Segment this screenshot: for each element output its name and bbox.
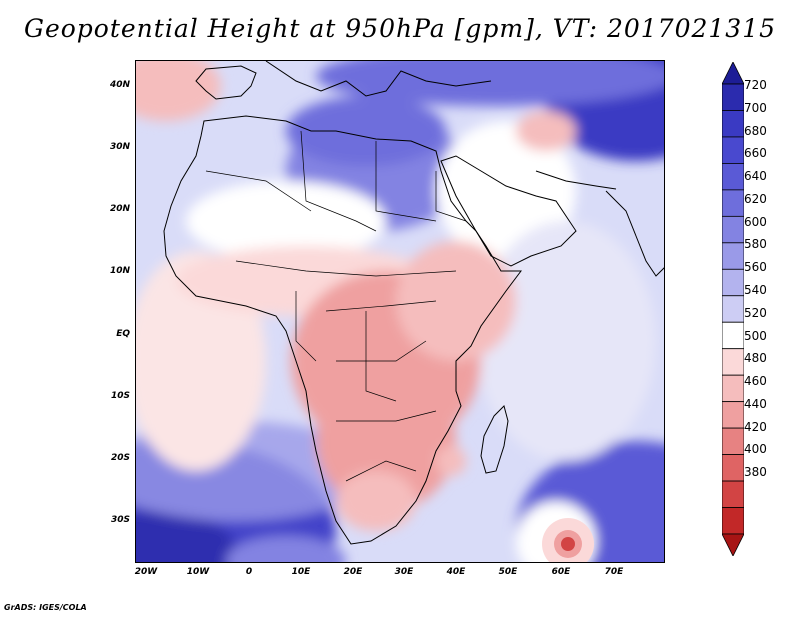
colorbar-cell bbox=[722, 295, 744, 323]
colorbar-label: 400 bbox=[744, 442, 767, 456]
colorbar-label: 620 bbox=[744, 192, 767, 206]
colorbar-label: 660 bbox=[744, 146, 767, 160]
colorbar-cell bbox=[722, 401, 744, 429]
lon-tick-20w: 20W bbox=[134, 567, 158, 577]
colorbar-label: 440 bbox=[744, 397, 767, 411]
colorbar-label: 480 bbox=[744, 351, 767, 365]
colorbar-cell bbox=[722, 321, 744, 350]
colorbar-cell bbox=[722, 268, 744, 297]
colorbar-cell bbox=[722, 454, 744, 482]
colorbar-label: 520 bbox=[744, 306, 767, 320]
chart-title: Geopotential Height at 950hPa [gpm], VT:… bbox=[23, 14, 777, 43]
lat-tick-30s: 30S bbox=[110, 515, 130, 525]
lat-tick-10n: 10N bbox=[109, 266, 130, 276]
colorbar-label: 700 bbox=[744, 101, 767, 115]
colorbar-label: 380 bbox=[744, 465, 767, 479]
lon-tick-50e: 50E bbox=[498, 567, 518, 577]
lat-tick-20s: 20S bbox=[110, 453, 130, 463]
lat-tick-20n: 20N bbox=[109, 204, 130, 214]
colorbar-label: 720 bbox=[744, 78, 767, 92]
map-panel bbox=[135, 60, 665, 563]
colorbar-cell bbox=[722, 480, 744, 508]
lat-tick-10s: 10S bbox=[110, 391, 130, 401]
lon-tick-40e: 40E bbox=[446, 567, 466, 577]
colorbar-cell bbox=[722, 163, 744, 191]
lon-tick-0: 0 bbox=[245, 567, 253, 577]
colorbar-cell bbox=[722, 427, 744, 455]
colorbar-cell bbox=[722, 348, 744, 376]
lat-tick-eq: EQ bbox=[116, 329, 130, 339]
colorbar-label: 640 bbox=[744, 169, 767, 183]
colorbar-cell bbox=[722, 83, 744, 111]
colorbar-cell bbox=[722, 533, 744, 556]
colorbar-cell bbox=[722, 62, 744, 85]
colorbar-label: 540 bbox=[744, 283, 767, 297]
lon-tick-20e: 20E bbox=[343, 567, 363, 577]
colorbar bbox=[722, 62, 744, 556]
geopotential-map bbox=[136, 61, 664, 562]
colorbar-cell bbox=[722, 242, 744, 270]
lon-tick-60e: 60E bbox=[551, 567, 571, 577]
colorbar-cell bbox=[722, 215, 744, 244]
lat-tick-40n: 40N bbox=[109, 80, 130, 90]
grads-credit: GrADS: IGES/COLA bbox=[4, 603, 87, 612]
colorbar-label: 500 bbox=[744, 329, 767, 343]
colorbar-cell bbox=[722, 136, 744, 164]
colorbar-label: 560 bbox=[744, 260, 767, 274]
colorbar-label: 580 bbox=[744, 237, 767, 251]
lon-tick-30e: 30E bbox=[394, 567, 414, 577]
lat-tick-30n: 30N bbox=[109, 142, 130, 152]
colorbar-label: 460 bbox=[744, 374, 767, 388]
lon-tick-70e: 70E bbox=[604, 567, 624, 577]
colorbar-cell bbox=[722, 374, 744, 403]
lon-tick-10w: 10W bbox=[186, 567, 210, 577]
colorbar-label: 420 bbox=[744, 420, 767, 434]
colorbar-label: 600 bbox=[744, 215, 767, 229]
colorbar-cell bbox=[722, 189, 744, 217]
colorbar-cell bbox=[722, 110, 744, 138]
colorbar-label: 680 bbox=[744, 124, 767, 138]
colorbar-cell bbox=[722, 507, 744, 535]
lon-tick-10e: 10E bbox=[291, 567, 311, 577]
